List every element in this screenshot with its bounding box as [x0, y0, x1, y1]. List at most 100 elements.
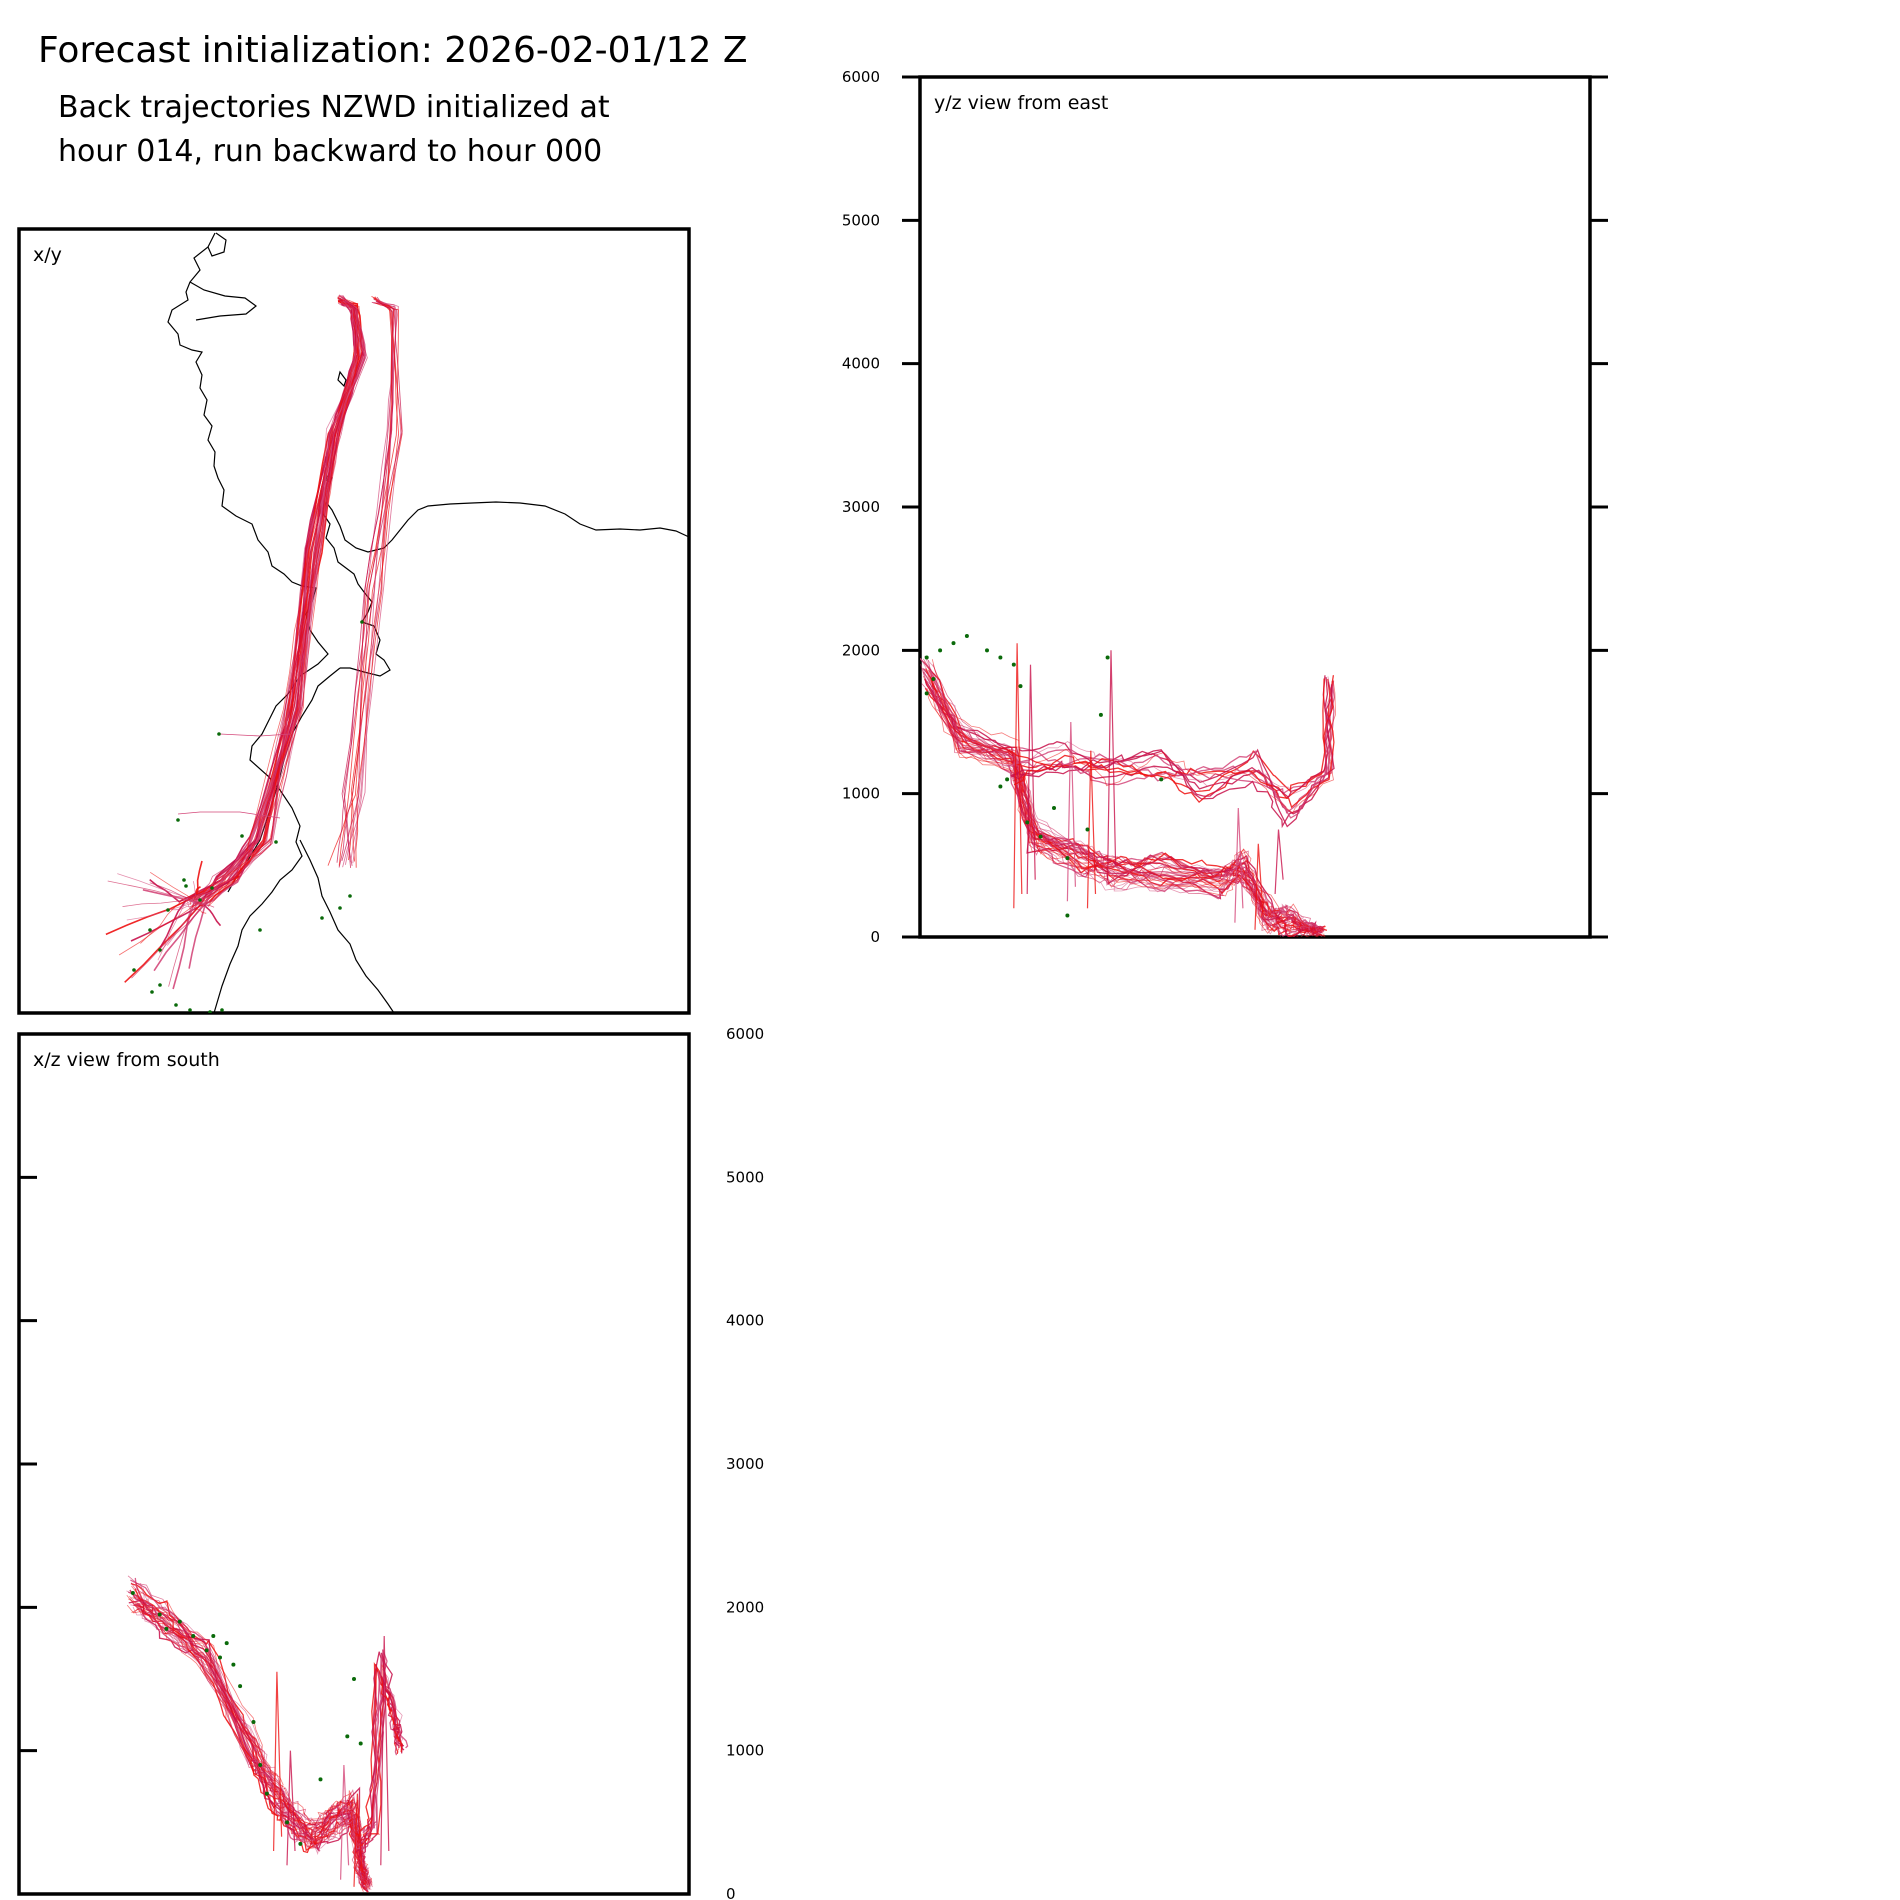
xz-endpoint-8: [224, 1641, 229, 1646]
xy-island-1: [337, 370, 347, 388]
xz-trajectory-0-35: [140, 1583, 372, 1890]
xy-coastline-east: [321, 500, 689, 677]
xz-endpoint-2: [164, 1626, 169, 1631]
xy-coastline-headland: [189, 281, 257, 321]
yz-spike-7: [1274, 829, 1284, 895]
yz-series-low-branch: [920, 655, 1328, 937]
yz-trajectory-0-26: [924, 655, 1324, 937]
xz-spike-2: [340, 1764, 350, 1880]
yz-trajectory-0-35: [923, 673, 1321, 932]
xy-frame: [17, 227, 691, 1015]
yz-trajectory-0-22: [927, 691, 1323, 937]
yz-spike-0: [1013, 643, 1023, 909]
xy-endpoint-4: [166, 908, 170, 912]
yz-spikes: [1013, 643, 1284, 930]
yz-trajectory-0-10: [927, 683, 1320, 937]
yz-endpoint-13: [1052, 806, 1056, 810]
xz-tick-label-4000: 4000: [726, 1312, 764, 1330]
xy-endpoint-10: [208, 1010, 212, 1013]
xy-endpoint-19: [274, 840, 278, 844]
yz-trajectory-1-9: [1018, 684, 1333, 799]
yz-trajectory-0-19: [922, 658, 1319, 937]
yz-endpoint-8: [1018, 684, 1023, 689]
yz-trajectory-0-36: [926, 688, 1326, 937]
xy-endpoint-11: [220, 1008, 224, 1012]
xz-trajectory-0-32: [132, 1603, 367, 1883]
xz-endpoint-18: [318, 1777, 323, 1782]
yz-trajectory-1-2: [1017, 678, 1328, 793]
xy-arc-trajectory-3: [348, 296, 403, 861]
xy-trajectory-13: [107, 300, 359, 900]
yz-endpoint-0: [924, 655, 929, 660]
xz-endpoint-6: [218, 1655, 222, 1660]
yz-trajectory-0-30: [931, 659, 1325, 933]
xy-endpoint-14: [184, 884, 188, 888]
xy-endpoint-21: [150, 990, 154, 994]
yz-tick-label-0: 0: [870, 928, 880, 946]
xz-endpoint-10: [238, 1684, 243, 1689]
xy-endpoint-20: [158, 948, 162, 952]
xz-tick-label-0: 0: [726, 1885, 736, 1900]
xy-endpoint-2: [240, 834, 244, 838]
yz-panel-label: y/z view from east: [934, 92, 1108, 114]
yz-tick-label-6000: 6000: [842, 68, 880, 86]
xy-trajectory-29: [157, 301, 365, 961]
yz-endpoint-20: [924, 691, 929, 696]
xz-endpoints: [130, 1591, 363, 1846]
xy-trajectory-35: [188, 296, 359, 908]
xy-plot-area: [105, 232, 689, 1013]
xz-trajectory-0-21: [131, 1607, 371, 1886]
xy-trajectory-4: [149, 299, 358, 903]
yz-endpoint-1: [931, 677, 936, 681]
yz-endpoint-15: [1085, 827, 1090, 832]
yz-plot-area: [920, 634, 1336, 937]
xy-trajectory-31: [168, 297, 368, 987]
xz-endpoint-12: [264, 1791, 269, 1796]
xz-endpoint-9: [231, 1662, 236, 1667]
yz-endpoint-10: [998, 784, 1003, 789]
xy-endpoints: [132, 620, 364, 1013]
xz-spike-1: [286, 1750, 296, 1866]
xy-trajectory-19: [193, 294, 364, 907]
yz-trajectory-1-6: [1010, 681, 1335, 828]
yz-endpoint-3: [951, 641, 956, 646]
xz-tick-label-2000: 2000: [726, 1598, 764, 1616]
xz-tick-label-3000: 3000: [726, 1455, 764, 1473]
yz-endpoint-6: [998, 655, 1003, 660]
yz-endpoint-5: [985, 648, 989, 653]
xy-trajectory-9: [124, 296, 359, 983]
yz-endpoint-17: [1105, 655, 1110, 660]
yz-endpoint-16: [1098, 712, 1103, 717]
xz-endpoint-15: [345, 1734, 350, 1739]
xy-endpoint-15: [338, 906, 342, 910]
xy-coastline-southeast: [299, 839, 395, 1013]
xz-frame: [17, 1032, 691, 1896]
xy-panel-label: x/y: [33, 244, 62, 266]
xz-trajectory-0-36: [128, 1598, 370, 1890]
xy-trajectory-5: [188, 297, 359, 969]
xz-endpoint-1: [157, 1612, 162, 1617]
yz-trajectory-0-34: [920, 663, 1324, 931]
yz-trajectory-0-23: [927, 672, 1324, 934]
yz-trajectory-0-32: [920, 658, 1321, 936]
yz-spike-2: [1066, 721, 1076, 902]
xy-endpoint-5: [148, 928, 152, 932]
xy-endpoint-22: [258, 928, 262, 932]
xz-spikes: [273, 1635, 390, 1887]
xy-trajectory-1: [203, 303, 358, 927]
xz-trajectory-0-3: [133, 1604, 368, 1890]
xz-endpoint-7: [211, 1634, 216, 1638]
xz-panel-label: x/z view from south: [33, 1049, 220, 1071]
xz-endpoint-19: [258, 1763, 263, 1767]
xz-tick-label-1000: 1000: [726, 1742, 764, 1760]
xz-trajectory-1-11: [357, 1664, 402, 1848]
xy-trajectory-22: [122, 302, 360, 907]
xz-spike-4: [380, 1635, 390, 1866]
xy-map-panel: x/y: [17, 227, 691, 1015]
xy-endpoint-0: [217, 732, 221, 736]
figure-title: Forecast initialization: 2026-02-01/12 Z: [38, 30, 748, 71]
xy-trajectory-26: [126, 302, 356, 921]
yz-spike-3: [1086, 750, 1097, 909]
yz-spike-6: [1254, 843, 1264, 930]
